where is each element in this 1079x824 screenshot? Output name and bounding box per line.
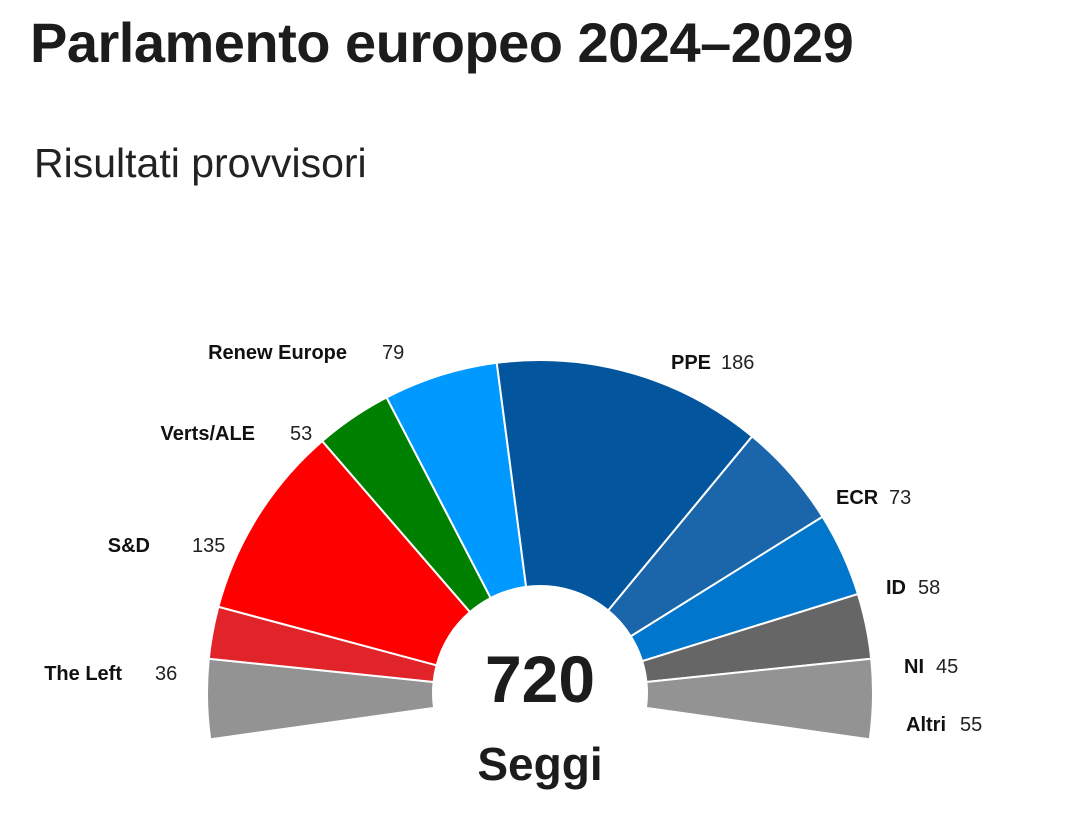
segment-ppe (495, 359, 754, 612)
label-ppe-seats: 186 (721, 352, 754, 374)
label-sandd-name: S&D (108, 535, 150, 557)
label-altri-name: Altri (906, 714, 946, 736)
label-ni-seats: 45 (936, 656, 958, 678)
label-id-seats: 58 (918, 577, 940, 599)
label-the-left-name: The Left (44, 663, 122, 685)
segment-altri-right (644, 657, 874, 741)
label-renew-europe-name: Renew Europe (208, 342, 347, 364)
label-ecr-name: ECR (836, 487, 879, 509)
chart-subtitle: Risultati provvisori (34, 140, 367, 186)
label-verts-ale-name: Verts/ALE (161, 423, 255, 445)
label-altri-seats: 55 (960, 714, 982, 736)
label-sandd-seats: 135 (192, 535, 225, 557)
label-renew-europe-seats: 79 (382, 342, 404, 364)
label-ni-name: NI (904, 656, 924, 678)
label-verts-ale-seats: 53 (290, 423, 312, 445)
segment-sandd (217, 439, 472, 667)
label-id-name: ID (886, 577, 906, 599)
label-the-left-seats: 36 (155, 663, 177, 685)
label-ppe-name: PPE (671, 352, 711, 374)
chart-title: Parlamento europeo 2024–2029 (30, 11, 854, 74)
total-seats-value: 720 (485, 642, 595, 716)
total-seats-label: Seggi (477, 738, 602, 790)
label-ecr-seats: 73 (889, 487, 911, 509)
